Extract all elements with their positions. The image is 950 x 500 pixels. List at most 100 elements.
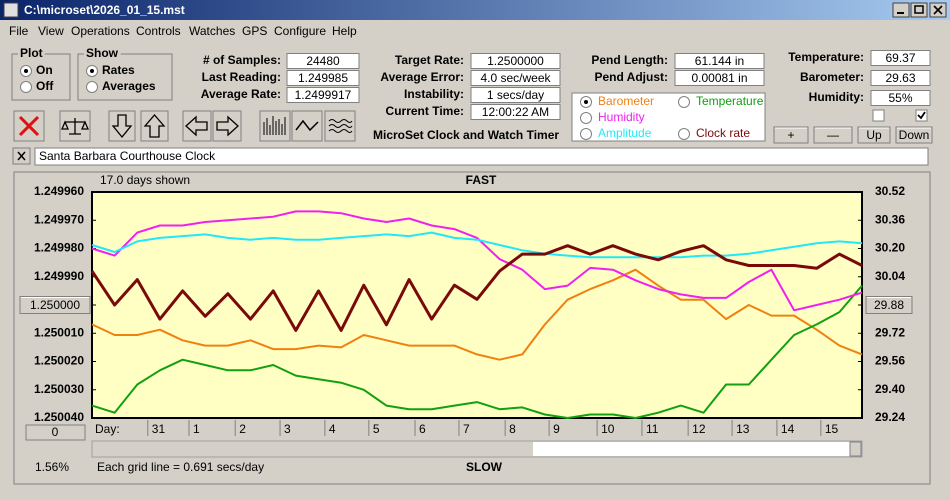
adjust-button[interactable] bbox=[895, 126, 933, 144]
radio[interactable] bbox=[86, 81, 98, 93]
readout-value-box[interactable] bbox=[870, 70, 931, 86]
clock-name: Santa Barbara Courthouse Clock bbox=[39, 149, 216, 163]
y2-tick-label: 30.52 bbox=[875, 184, 905, 198]
y2-reference-button-label: 29.88 bbox=[874, 298, 904, 312]
radio[interactable] bbox=[678, 96, 690, 108]
series-line bbox=[91, 284, 863, 419]
checkmark bbox=[917, 111, 926, 120]
menu-item[interactable]: Configure bbox=[274, 24, 326, 38]
smooth-button[interactable] bbox=[324, 110, 356, 142]
zoom-value: 0 bbox=[52, 425, 59, 439]
y2-tick-label: 29.40 bbox=[875, 382, 905, 396]
menu-item[interactable]: GPS bbox=[242, 24, 267, 38]
y-tick-label: 1.250010 bbox=[34, 325, 84, 339]
readout-label: Average Error: bbox=[380, 70, 464, 84]
x-tick-label: 3 bbox=[284, 422, 291, 436]
radio-label: On bbox=[36, 63, 53, 77]
readout-value-box[interactable] bbox=[286, 87, 360, 103]
readout-value: 61.144 in bbox=[695, 54, 744, 68]
percent: 1.56% bbox=[35, 460, 69, 474]
readout-value: 1.2500000 bbox=[487, 54, 544, 68]
readout-value-box[interactable] bbox=[470, 87, 561, 103]
adjust-button-label: Down bbox=[899, 128, 930, 142]
readout-value-box[interactable] bbox=[870, 50, 931, 66]
x-tick-label: 13 bbox=[736, 422, 750, 436]
radio[interactable] bbox=[580, 128, 592, 140]
right-button[interactable] bbox=[212, 110, 242, 142]
checkbox[interactable] bbox=[915, 109, 928, 122]
y2-tick-label: 30.04 bbox=[875, 269, 905, 283]
legend-label[interactable]: Amplitude bbox=[598, 126, 652, 140]
readout-value-box[interactable] bbox=[470, 70, 561, 86]
adjust-button-label: Up bbox=[866, 128, 882, 142]
menu-item[interactable]: File bbox=[9, 24, 29, 38]
readout-value: 69.37 bbox=[885, 51, 915, 65]
y-tick-label: 1.249980 bbox=[34, 241, 84, 255]
y-reference-button[interactable] bbox=[19, 296, 91, 314]
adjust-button[interactable] bbox=[813, 126, 853, 144]
right-icon bbox=[216, 115, 239, 137]
readout-value-box[interactable] bbox=[674, 53, 765, 69]
x-tick-label: 8 bbox=[509, 422, 516, 436]
readout-value-box[interactable] bbox=[286, 70, 360, 86]
readout-label: Instability: bbox=[404, 87, 464, 101]
radio[interactable] bbox=[678, 128, 690, 140]
readout-label: Last Reading: bbox=[202, 70, 281, 84]
group-box bbox=[77, 53, 173, 101]
readout-label: Pend Length: bbox=[591, 53, 668, 67]
close-glyph bbox=[933, 5, 943, 15]
scrollbar-thumb[interactable] bbox=[849, 441, 862, 457]
y-tick-label: 1.249970 bbox=[34, 212, 84, 226]
readout-value-box[interactable] bbox=[286, 53, 360, 69]
readout-label: Barometer: bbox=[800, 70, 864, 84]
legend-label[interactable]: Humidity bbox=[598, 110, 645, 124]
radio[interactable] bbox=[580, 112, 592, 124]
readout-value: 24480 bbox=[306, 54, 340, 68]
zoom-button[interactable] bbox=[25, 424, 86, 441]
radio[interactable] bbox=[20, 81, 32, 93]
legend-label[interactable]: Temperature bbox=[696, 94, 764, 108]
menu-item[interactable]: Operations bbox=[71, 24, 130, 38]
y2-reference-button[interactable] bbox=[865, 296, 913, 314]
checkbox[interactable] bbox=[872, 109, 885, 122]
series-line bbox=[91, 268, 863, 361]
y-reference-button-label: 1.250000 bbox=[30, 298, 80, 312]
x-tick-label: 10 bbox=[601, 422, 615, 436]
readout-value-box[interactable] bbox=[470, 104, 561, 120]
toolbar bbox=[13, 110, 356, 142]
readout-value-box[interactable] bbox=[870, 90, 931, 106]
x-tick-label: 31 bbox=[152, 422, 166, 436]
group-label: Plot bbox=[20, 46, 43, 60]
maximize-glyph bbox=[914, 5, 924, 14]
maximize-button[interactable] bbox=[910, 2, 928, 18]
y2-tick-label: 30.36 bbox=[875, 212, 905, 226]
readout-label: Humidity: bbox=[809, 90, 864, 104]
y-tick-label: 1.249960 bbox=[34, 184, 84, 198]
menu-item[interactable]: Help bbox=[332, 24, 357, 38]
legend-label[interactable]: Clock rate bbox=[696, 126, 750, 140]
x-tick-label: 5 bbox=[373, 422, 380, 436]
readout-value: 0.00081 in bbox=[691, 71, 747, 85]
menu-item[interactable]: View bbox=[38, 24, 64, 38]
y2-tick-label: 30.20 bbox=[875, 241, 905, 255]
adjust-button-label: + bbox=[787, 128, 794, 142]
close-clock-glyph bbox=[17, 151, 26, 161]
radio-label: Averages bbox=[102, 79, 156, 93]
left-button[interactable] bbox=[182, 110, 212, 142]
clock-name-field[interactable] bbox=[34, 147, 929, 166]
minimize-button[interactable] bbox=[892, 2, 910, 18]
legend-label[interactable]: Barometer bbox=[598, 94, 654, 108]
menu-item[interactable]: Watches bbox=[189, 24, 235, 38]
legend-box bbox=[571, 92, 766, 142]
y-tick-label: 1.250040 bbox=[34, 410, 84, 424]
adjust-button[interactable] bbox=[773, 126, 809, 144]
adjust-button[interactable] bbox=[857, 126, 891, 144]
menu-item[interactable]: Controls bbox=[136, 24, 181, 38]
readout-value-box[interactable] bbox=[470, 53, 561, 69]
readout-label: Average Rate: bbox=[201, 87, 281, 101]
series-line bbox=[91, 210, 863, 312]
radio-dot bbox=[584, 100, 588, 104]
readout-value-box[interactable] bbox=[674, 70, 765, 86]
title-bar bbox=[0, 0, 950, 20]
